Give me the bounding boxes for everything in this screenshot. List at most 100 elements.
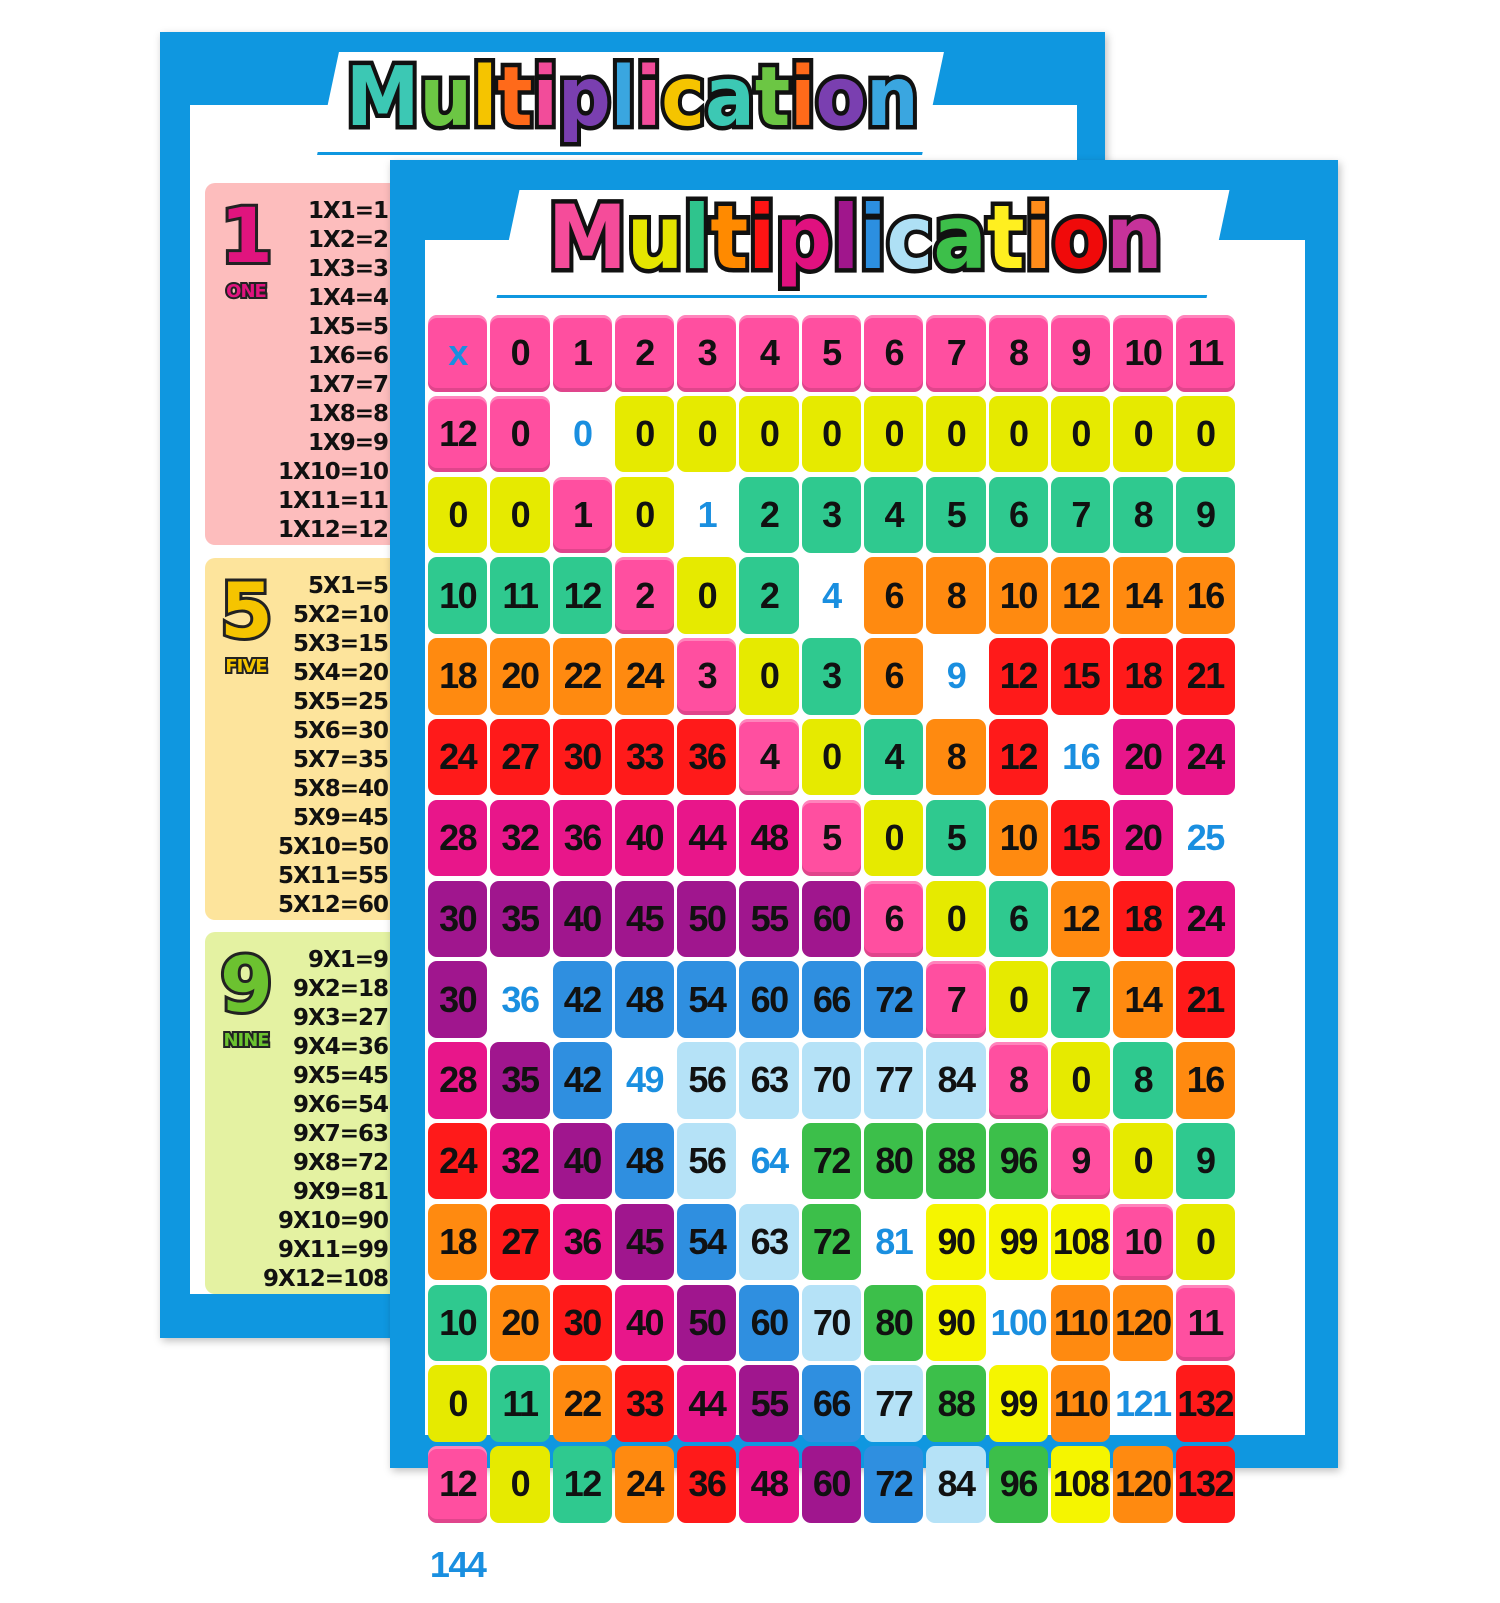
equation: 5X11=55 <box>277 863 389 889</box>
equation-list: 5X1=5 5X2=10 5X3=15 5X4=20 5X5=25 5X6=30 5X7=3… <box>205 572 389 920</box>
product-cell: 88 <box>926 1122 986 1200</box>
column-header: 12 <box>428 395 488 473</box>
title-letter: t <box>493 46 536 150</box>
product-cell: 24 <box>1175 880 1235 958</box>
front-poster: Multiplication x 0 1 2 3 4 5 6 7 8 9 10 11 12 0 0 0 0 0 0 0 0… <box>390 160 1338 1585</box>
equation: 5X6=30 <box>292 718 389 744</box>
product-cell: 12 <box>1050 557 1111 634</box>
product-cell: 0 <box>801 718 862 796</box>
product-cell: 36 <box>552 799 612 877</box>
equation: 9X3=27 <box>292 1005 389 1031</box>
equation: 1X3=3 <box>307 256 389 282</box>
equation: 1X7=7 <box>307 372 389 398</box>
product-cell: 24 <box>614 1446 675 1523</box>
product-cell: 12 <box>552 557 612 634</box>
product-cell: 9 <box>1175 476 1235 554</box>
equation: 9X11=99 <box>277 1237 389 1263</box>
product-cell: 6 <box>864 638 924 715</box>
product-cell: 48 <box>739 1446 799 1523</box>
product-cell: 9 <box>1175 1122 1235 1200</box>
product-cell: 54 <box>677 1203 737 1281</box>
row-header: 4 <box>739 718 799 796</box>
product-cell: 54 <box>677 961 737 1038</box>
product-cell: 110 <box>1050 1284 1111 1362</box>
equation: 5X10=50 <box>277 834 389 860</box>
product-cell: 50 <box>677 880 737 958</box>
row-header: 6 <box>864 880 924 958</box>
equation: 5X7=35 <box>292 747 389 773</box>
column-header: 10 <box>1113 315 1173 392</box>
product-cell: 60 <box>801 1446 862 1523</box>
product-cell: 8 <box>1113 1042 1173 1119</box>
product-cell: 77 <box>864 1042 924 1119</box>
panel-word: NINE <box>221 1028 271 1053</box>
panel-number: 9 <box>217 937 276 1032</box>
product-cell: 16 <box>1175 557 1235 634</box>
column-header: 0 <box>490 315 550 392</box>
product-cell: 6 <box>864 557 924 634</box>
equation: 9X9=81 <box>292 1179 389 1205</box>
equation: 9X7=63 <box>292 1121 389 1147</box>
title-letter: n <box>862 46 923 150</box>
product-cell: 0 <box>1050 1042 1111 1119</box>
product-cell: 11 <box>490 557 550 634</box>
product-cell: 56 <box>677 1122 737 1200</box>
product-cell: 99 <box>988 1203 1048 1281</box>
product-cell: 24 <box>614 638 675 715</box>
product-cell: 15 <box>1050 799 1111 877</box>
product-cell: 18 <box>1113 638 1173 715</box>
product-cell: 8 <box>926 718 986 796</box>
diagonal-cell: 81 <box>875 1221 914 1263</box>
product-cell: 42 <box>552 961 612 1038</box>
diagonal-cell: 1 <box>697 493 718 535</box>
product-cell: 63 <box>739 1203 799 1281</box>
product-cell: 16 <box>1175 1042 1235 1119</box>
product-cell: 66 <box>801 961 862 1038</box>
product-cell: 90 <box>926 1284 986 1362</box>
product-cell: 28 <box>428 1042 488 1119</box>
product-cell: 0 <box>864 799 924 877</box>
product-cell: 72 <box>801 1122 862 1200</box>
product-cell: 132 <box>1175 1365 1235 1442</box>
product-cell: 12 <box>988 638 1048 715</box>
product-cell: 108 <box>1050 1203 1111 1281</box>
equation: 9X8=72 <box>292 1150 389 1176</box>
product-cell: 15 <box>1050 638 1111 715</box>
product-cell: 90 <box>926 1203 986 1281</box>
product-cell: 27 <box>490 1203 550 1281</box>
equation: 9X6=54 <box>292 1092 389 1118</box>
equation: 5X8=40 <box>292 776 389 802</box>
title-letter: o <box>811 46 870 150</box>
product-cell: 22 <box>552 638 612 715</box>
product-cell: 36 <box>677 1446 737 1523</box>
product-cell: 14 <box>1113 961 1173 1038</box>
product-cell: 0 <box>1113 395 1173 473</box>
product-cell: 6 <box>988 880 1048 958</box>
title-letter: i <box>855 182 890 294</box>
title-letter: l <box>468 46 501 150</box>
product-cell: 24 <box>428 1122 488 1200</box>
column-header: 6 <box>864 315 924 392</box>
diagonal-cell: 64 <box>750 1140 790 1182</box>
product-cell: 18 <box>428 638 488 715</box>
row-header: 10 <box>1113 1203 1173 1281</box>
row-header: 8 <box>988 1042 1048 1119</box>
product-cell: 45 <box>614 880 675 958</box>
title-letter: a <box>701 46 759 150</box>
product-cell: 50 <box>677 1284 737 1362</box>
title-letter: M <box>544 182 631 294</box>
equation: 5X12=60 <box>277 892 389 918</box>
column-header: 8 <box>988 315 1048 392</box>
equation: 9X1=9 <box>307 947 389 973</box>
corner-cell: x <box>428 315 488 392</box>
diagonal-cell: 144 <box>429 1544 487 1586</box>
diagonal-cell: 4 <box>822 574 842 616</box>
title-letter: c <box>882 182 937 294</box>
product-cell: 72 <box>864 1446 924 1523</box>
panel-number: 5 <box>217 563 276 658</box>
equation: 5X3=15 <box>292 631 389 657</box>
product-cell: 44 <box>677 1365 737 1442</box>
product-cell: 42 <box>552 1042 612 1119</box>
product-cell: 24 <box>1175 718 1235 796</box>
product-cell: 8 <box>926 557 986 634</box>
